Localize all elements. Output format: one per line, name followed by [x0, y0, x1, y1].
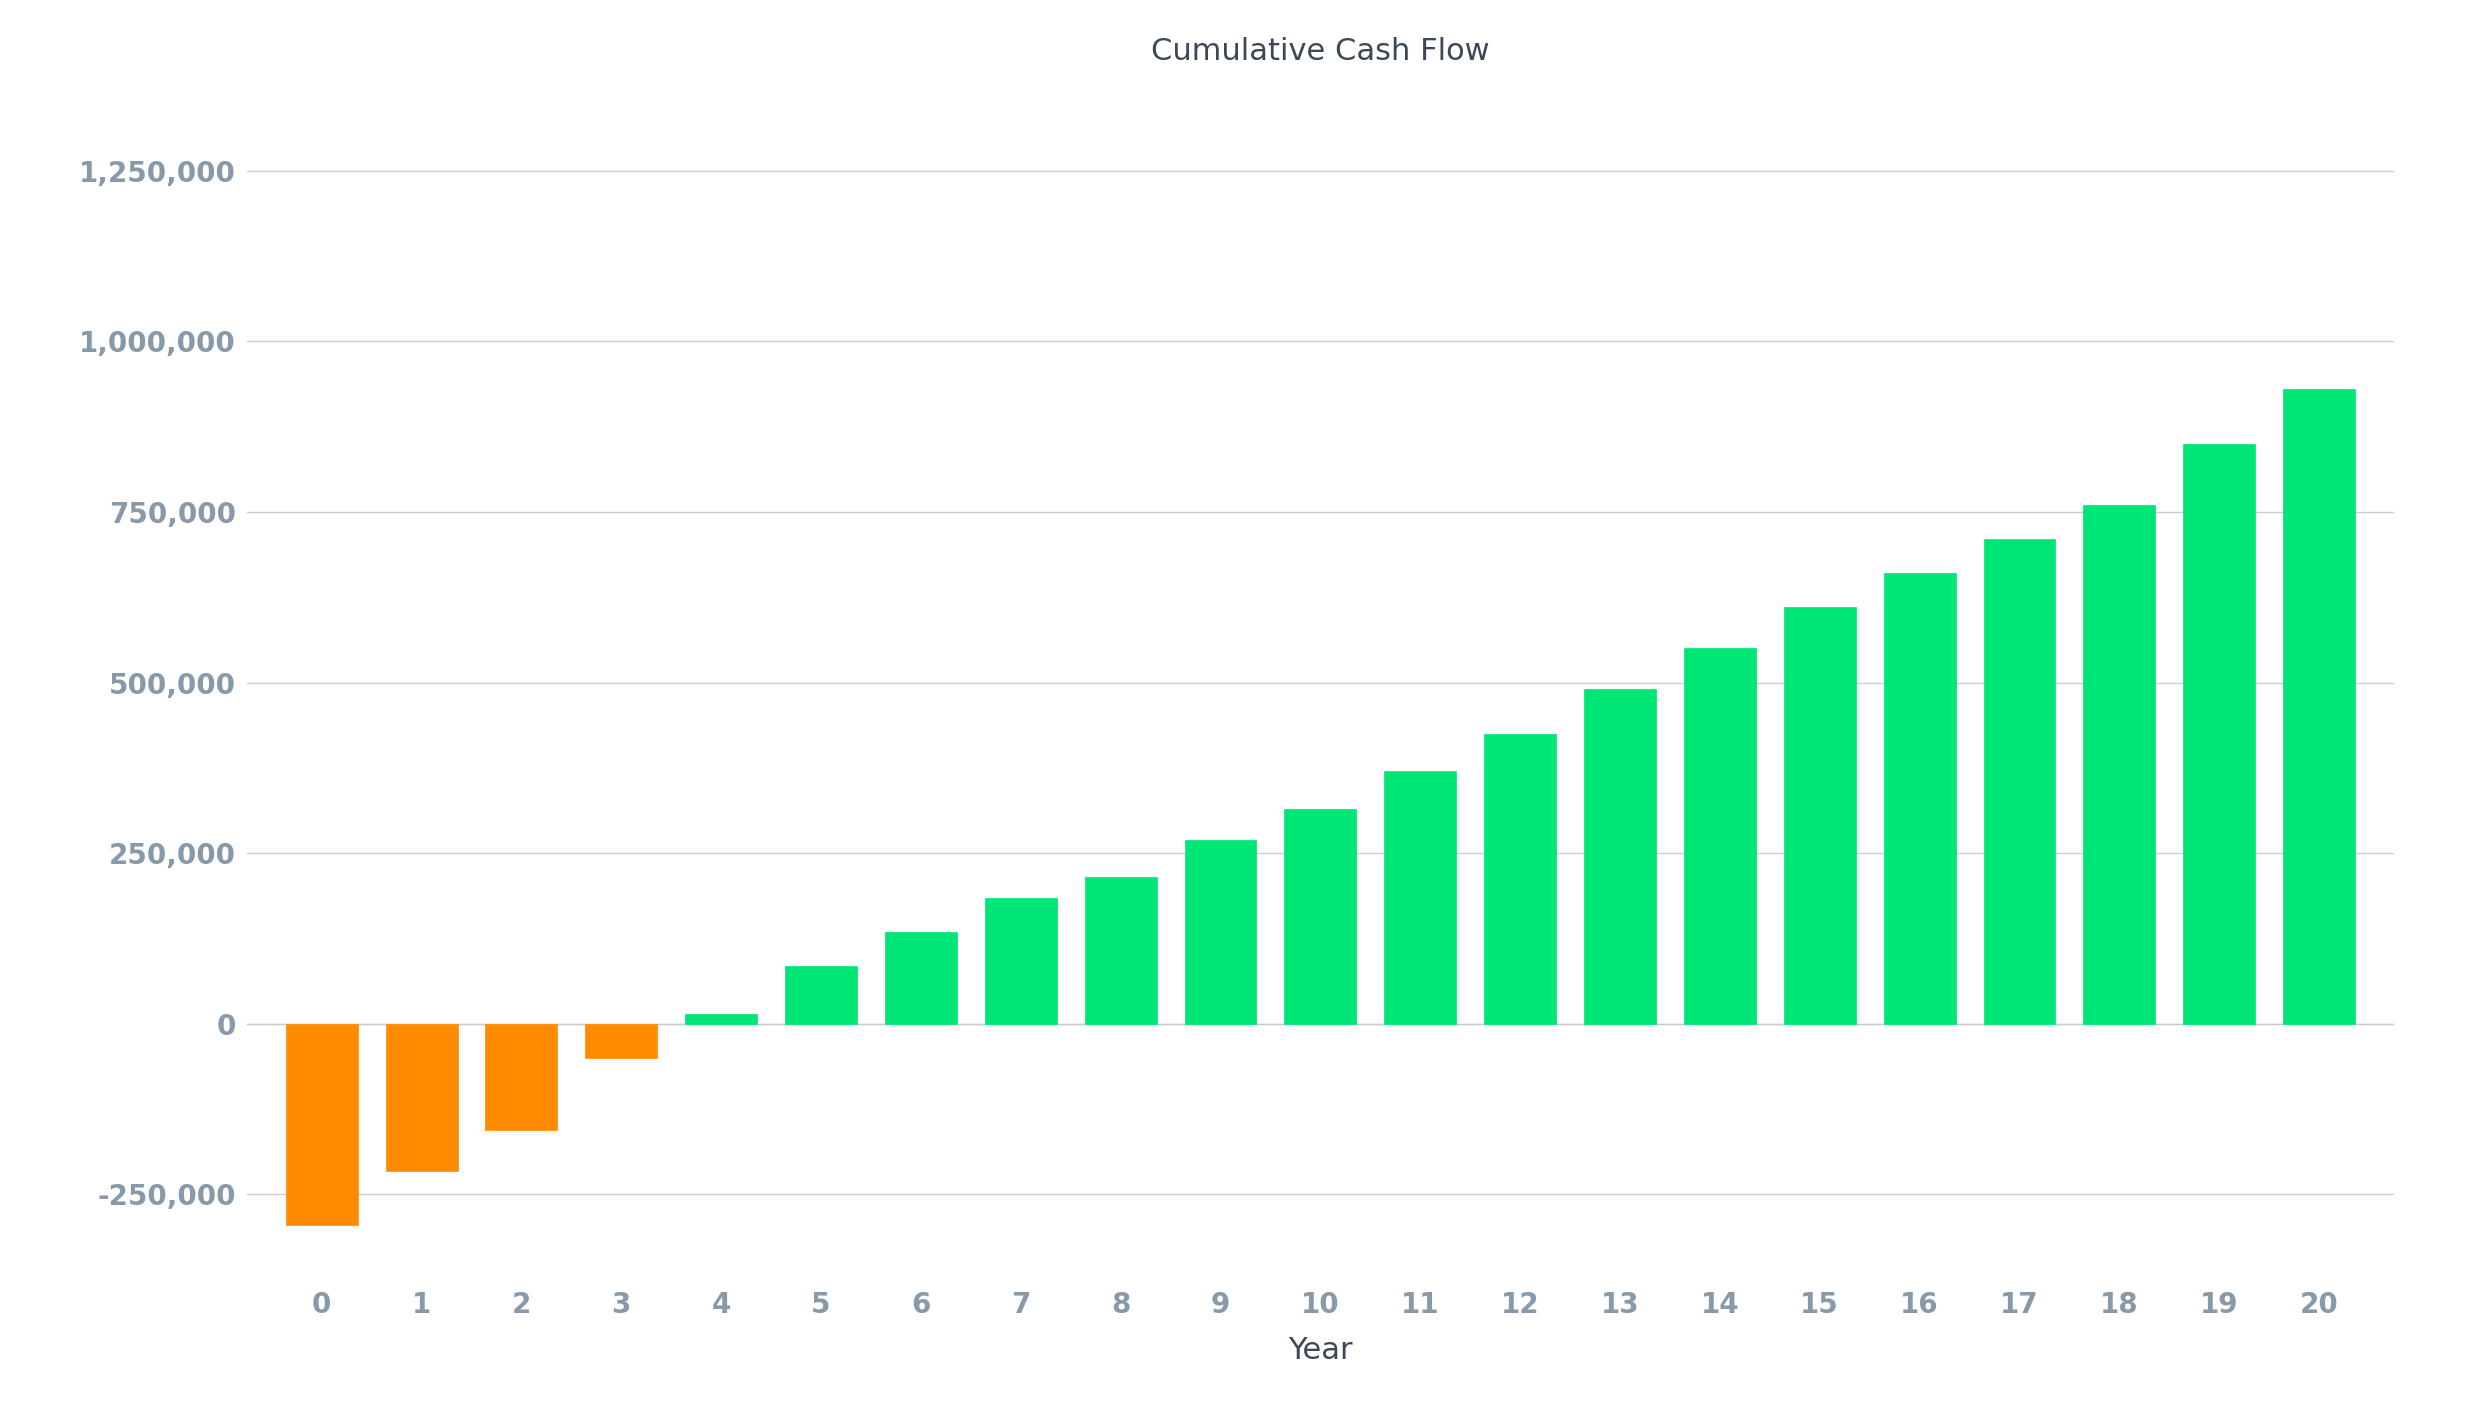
- Bar: [985, 897, 1056, 1024]
- Bar: [886, 931, 958, 1024]
- Bar: [486, 1024, 558, 1129]
- Bar: [785, 966, 856, 1024]
- Bar: [286, 1024, 358, 1226]
- Bar: [1683, 648, 1755, 1024]
- Bar: [1483, 734, 1555, 1024]
- Bar: [1984, 539, 2056, 1024]
- Bar: [385, 1024, 457, 1170]
- Bar: [1185, 839, 1256, 1024]
- Bar: [1883, 573, 1955, 1024]
- Bar: [1784, 607, 1856, 1024]
- Bar: [585, 1024, 656, 1058]
- Title: Cumulative Cash Flow: Cumulative Cash Flow: [1150, 37, 1491, 67]
- Bar: [1385, 771, 1456, 1024]
- X-axis label: Year: Year: [1288, 1335, 1352, 1365]
- Bar: [2283, 390, 2354, 1024]
- Bar: [2083, 505, 2155, 1024]
- Bar: [1086, 877, 1157, 1024]
- Bar: [2184, 444, 2256, 1024]
- Bar: [686, 1014, 758, 1024]
- Bar: [1584, 690, 1656, 1024]
- Bar: [1283, 809, 1357, 1024]
